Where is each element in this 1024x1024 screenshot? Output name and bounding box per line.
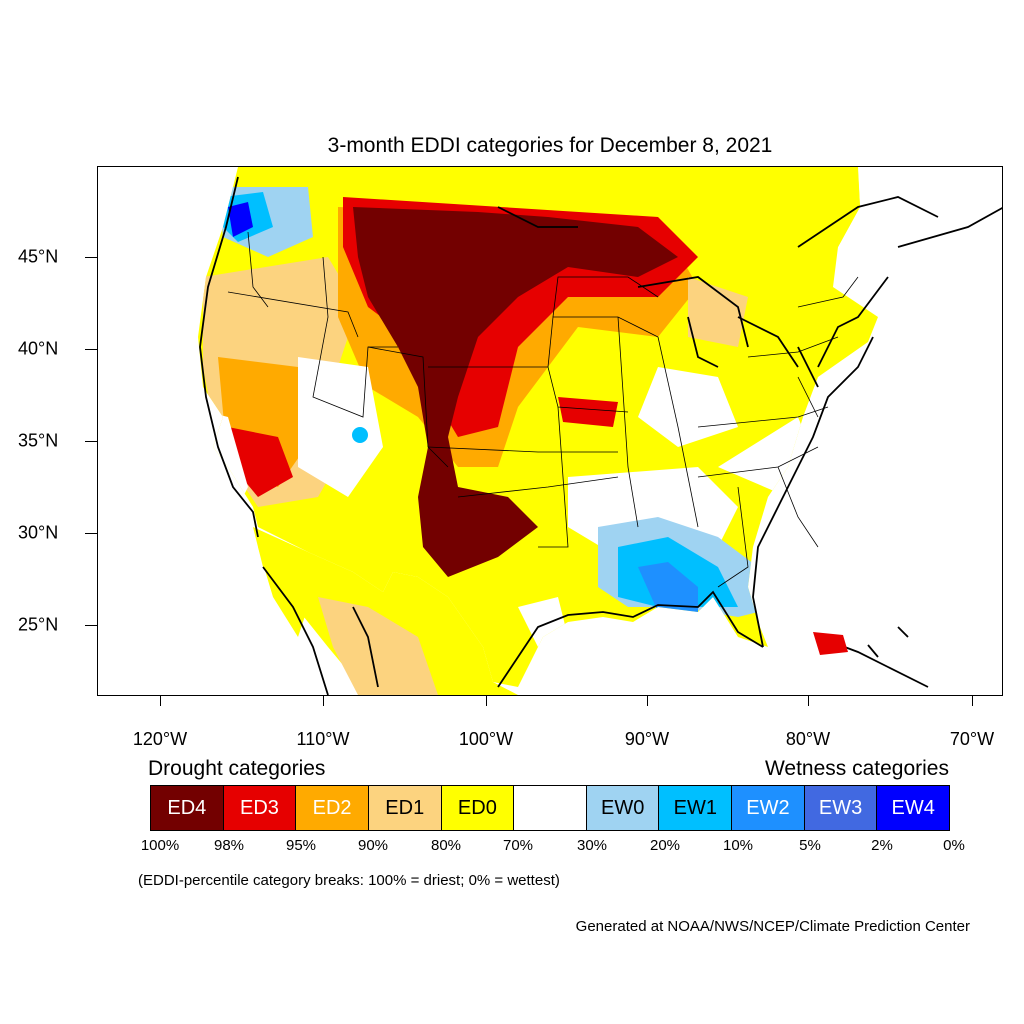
percent-break-label: 95% xyxy=(285,837,317,854)
lat-tick xyxy=(85,441,97,442)
percent-break-label: 70% xyxy=(502,837,534,854)
lat-tick xyxy=(85,625,97,626)
conus-shading xyxy=(198,167,878,687)
lat-label-35n: 35°N xyxy=(18,430,59,451)
lat-label-40n: 40°N xyxy=(18,338,59,359)
wetness-categories-heading: Wetness categories xyxy=(764,757,949,780)
lon-label-110w: 110°W xyxy=(296,729,350,749)
lat-tick xyxy=(85,257,97,258)
drought-categories-heading: Drought categories xyxy=(148,757,326,780)
lon-label-90w: 90°W xyxy=(624,729,670,749)
lon-tick xyxy=(647,696,648,706)
percent-break-label: 2% xyxy=(871,837,893,854)
state-boundaries xyxy=(227,231,859,588)
coastlines xyxy=(199,176,1002,695)
lon-tick xyxy=(486,696,487,706)
bahamas-patch xyxy=(813,632,848,655)
lon-label-80w: 80°W xyxy=(785,729,831,749)
percent-break-label: 10% xyxy=(722,837,754,854)
percent-break-label: 90% xyxy=(357,837,389,854)
legend-normal xyxy=(514,786,587,830)
mexico-shading xyxy=(253,527,518,695)
category-legend: ED4 ED3 ED2 ED1 ED0 EW0 EW1 EW2 EW3 EW4 xyxy=(150,785,950,831)
lat-tick xyxy=(85,533,97,534)
category-break-note: (EDDI-percentile category breaks: 100% =… xyxy=(138,872,560,889)
legend-ed4: ED4 xyxy=(151,786,224,830)
lon-label-100w: 100°W xyxy=(458,729,514,749)
lon-tick xyxy=(972,696,973,706)
percent-break-label: 5% xyxy=(799,837,821,854)
lon-label-70w: 70°W xyxy=(949,729,995,749)
legend-ew1: EW1 xyxy=(659,786,733,830)
legend-ew4: EW4 xyxy=(877,786,950,830)
legend-ed2: ED2 xyxy=(296,786,369,830)
lat-label-25n: 25°N xyxy=(18,614,59,635)
credit-text: Generated at NOAA/NWS/NCEP/Climate Predi… xyxy=(575,918,970,935)
map-title: 3-month EDDI categories for December 8, … xyxy=(327,134,773,157)
lat-label-45n: 45°N xyxy=(18,246,59,267)
lon-label-120w: 120°W xyxy=(132,729,188,749)
lon-tick xyxy=(323,696,324,706)
percent-break-label: 100% xyxy=(140,837,180,854)
eddi-map xyxy=(198,167,1002,695)
percent-break-label: 0% xyxy=(943,837,965,854)
lon-tick xyxy=(808,696,809,706)
percent-break-label: 30% xyxy=(576,837,608,854)
lat-label-30n: 30°N xyxy=(18,522,59,543)
lon-tick xyxy=(160,696,161,706)
percent-break-label: 98% xyxy=(213,837,245,854)
lat-tick xyxy=(85,349,97,350)
legend-ew3: EW3 xyxy=(804,786,878,830)
map-frame xyxy=(97,166,1003,696)
legend-ew0: EW0 xyxy=(586,786,660,830)
legend-ed0: ED0 xyxy=(441,786,515,830)
legend-ew2: EW2 xyxy=(732,786,805,830)
legend-ed1: ED1 xyxy=(368,786,442,830)
legend-ed3: ED3 xyxy=(223,786,297,830)
percent-break-label: 20% xyxy=(649,837,681,854)
percent-break-label: 80% xyxy=(430,837,462,854)
